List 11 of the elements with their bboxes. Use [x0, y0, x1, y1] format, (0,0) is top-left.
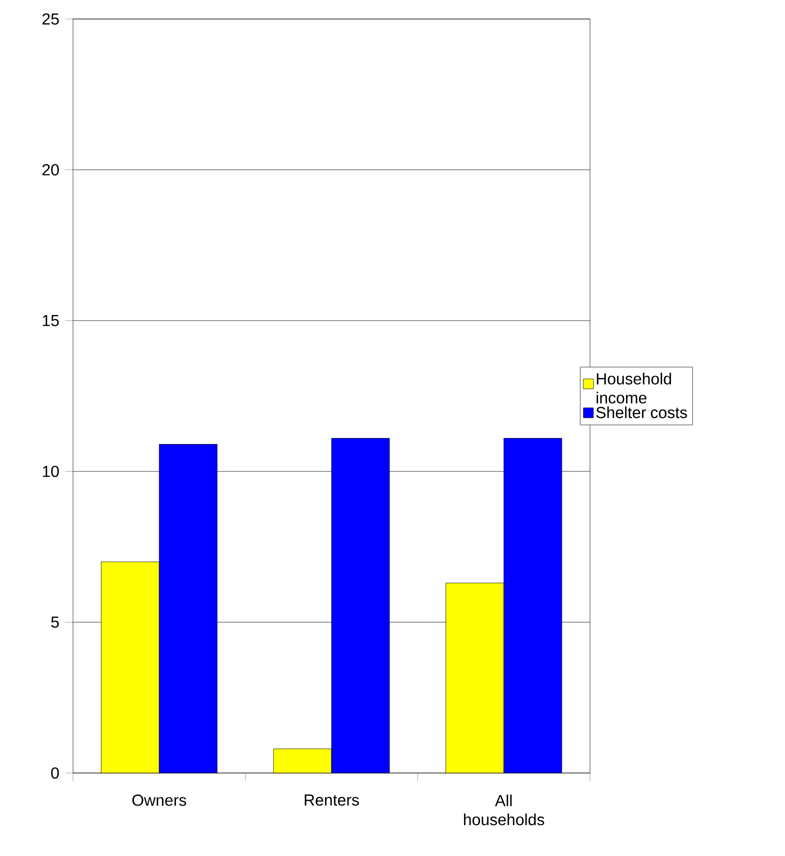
- y-tick-label: 25: [42, 13, 59, 25]
- y-tick-label: 20: [42, 164, 59, 176]
- y-tick-label: 10: [42, 466, 59, 478]
- y-tick-label: 15: [42, 315, 59, 326]
- x-tick-label: Renters: [304, 794, 359, 806]
- x-tick-label: Owners: [132, 794, 186, 806]
- y-tick-label: 5: [51, 616, 59, 628]
- y-tick-label: 0: [51, 767, 59, 779]
- legend-label: Shelter costs: [596, 406, 687, 418]
- legend-label: Household income: [596, 372, 672, 404]
- x-tick-label: All households: [464, 794, 544, 826]
